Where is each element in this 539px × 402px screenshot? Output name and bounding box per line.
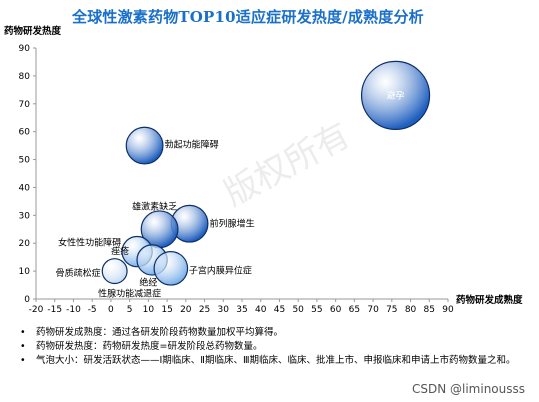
- x-tick-label: 35: [236, 305, 247, 315]
- bubble-6: [153, 251, 189, 286]
- bubble-label: 女性性功能障碍: [58, 237, 121, 249]
- x-tick-label: 5: [127, 305, 133, 315]
- x-tick-label: 15: [161, 305, 172, 315]
- footnote-text: 气泡大小：研发活跃状态——Ⅰ期临床、Ⅱ期临床、Ⅲ期临床、临床、批准上市、申报临床…: [36, 355, 516, 366]
- bubble-label: 避孕: [387, 89, 405, 101]
- x-tick-label: -20: [29, 305, 44, 315]
- y-tick-label: 90: [19, 44, 31, 54]
- bullet: •: [20, 355, 26, 366]
- chart-title: 全球性激素药物TOP10适应症研发热度/成熟度分析: [72, 8, 424, 26]
- y-tick-label: 50: [19, 156, 31, 166]
- y-tick-label: 10: [19, 267, 31, 277]
- x-tick-label: 85: [424, 305, 435, 315]
- footnote-3: • 气泡大小：研发活跃状态——Ⅰ期临床、Ⅱ期临床、Ⅲ期临床、临床、批准上市、申报…: [20, 354, 535, 368]
- x-tick-label: -10: [66, 305, 81, 315]
- x-tick-label: 10: [143, 305, 155, 315]
- y-tick-label: 70: [19, 100, 31, 110]
- y-tick-label: 80: [19, 72, 31, 82]
- x-tick-label: 25: [199, 305, 210, 315]
- bubble-label: 勃起功能障碍: [165, 139, 219, 151]
- x-tick-label: 70: [367, 305, 379, 315]
- bubble-label: 子宫内膜异位症: [189, 264, 252, 276]
- x-tick-label: 65: [349, 305, 360, 315]
- bullet: •: [20, 327, 26, 338]
- y-axis-label: 药物研发热度: [4, 25, 62, 37]
- bubbles: [101, 60, 431, 286]
- x-tick-label: 60: [330, 305, 342, 315]
- x-tick-label: 45: [274, 305, 285, 315]
- bubble-label: 前列腺增生: [210, 218, 255, 230]
- bubble-label: 骨质疏松症: [56, 267, 101, 279]
- footnotes: • 药物研发成熟度：通过各研发阶段药物数量加权平均算得。 • 药物研发热度：药物…: [20, 326, 535, 368]
- x-axis-label: 药物研发成熟度: [456, 294, 523, 306]
- y-tick-label: 60: [19, 128, 31, 138]
- axes: 0 10 20 30 40 50 60 70 80 90 -20 -15 -10 -5 0 5 10 15 20 25…: [19, 44, 454, 315]
- x-tick-label: 50: [292, 305, 304, 315]
- y-tick-label: 0: [24, 295, 30, 305]
- x-tick-label: 20: [180, 305, 192, 315]
- footnote-text: 药物研发热度：药物研发热度=研发阶段总药物数量。: [36, 341, 263, 352]
- footnote-1: • 药物研发成熟度：通过各研发阶段药物数量加权平均算得。: [20, 326, 535, 340]
- bubble-label: 性腺功能减退症: [98, 287, 161, 299]
- x-tick-label: 40: [255, 305, 267, 315]
- x-tick-label: 90: [442, 305, 454, 315]
- bubble-label: 痤疮: [111, 245, 129, 257]
- bubble-chart: 0 10 20 30 40 50 60 70 80 90 -20 -15 -10 -5 0 5 10 15 20 25…: [4, 25, 523, 315]
- y-tick-label: 20: [19, 239, 31, 249]
- footnote-text: 药物研发成熟度：通过各研发阶段药物数量加权平均算得。: [36, 327, 284, 338]
- bubble-7: [101, 258, 128, 285]
- x-tick-label: 0: [108, 305, 114, 315]
- y-tick-label: 30: [19, 211, 31, 221]
- footnote-2: • 药物研发热度：药物研发热度=研发阶段总药物数量。: [20, 340, 535, 354]
- x-tick-label: 80: [405, 305, 417, 315]
- x-tick-label: -15: [47, 305, 62, 315]
- bullet: •: [20, 341, 26, 352]
- bubble-label: 雄激素缺乏: [132, 200, 177, 212]
- x-tick-label: 30: [218, 305, 230, 315]
- x-tick-label: 55: [311, 305, 322, 315]
- x-tick-label: 75: [386, 305, 397, 315]
- bubble-label: 绝经: [139, 276, 157, 288]
- x-tick-label: -5: [88, 305, 97, 315]
- bubble-1: [125, 126, 164, 165]
- y-tick-label: 40: [19, 183, 31, 193]
- bubble-0: [360, 60, 431, 131]
- footer-credit: CSDN @liminousss: [411, 382, 525, 396]
